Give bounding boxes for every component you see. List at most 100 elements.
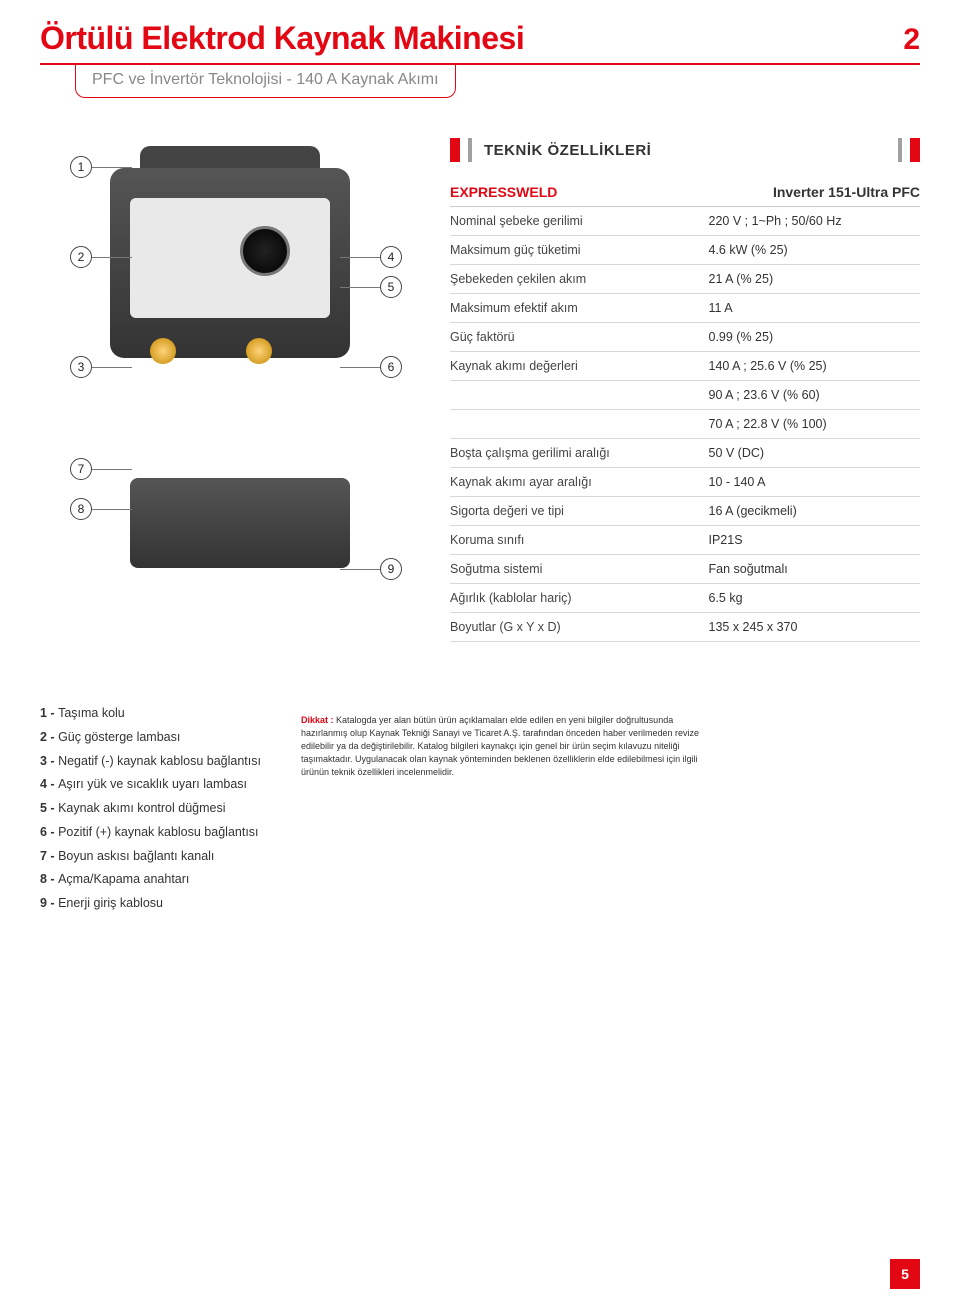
subtitle-container: PFC ve İnvertör Teknolojisi - 140 A Kayn…: [40, 63, 920, 98]
spec-value: 6.5 kg: [709, 584, 921, 613]
spec-row: Maksimum efektif akım11 A: [450, 294, 920, 323]
callout-4: 4: [380, 246, 402, 268]
accent-block-grey: [898, 138, 902, 162]
callout-line: [92, 509, 132, 510]
legend-text: Pozitif (+) kaynak kablosu bağlantısı: [58, 825, 258, 839]
spec-value: 135 x 245 x 370: [709, 613, 921, 642]
subtitle-tab: PFC ve İnvertör Teknolojisi - 140 A Kayn…: [75, 65, 456, 98]
spec-section-title: TEKNİK ÖZELLİKLERİ: [484, 142, 651, 159]
callout-9: 9: [380, 558, 402, 580]
accent-block: [450, 138, 460, 162]
callout-2: 2: [70, 246, 92, 268]
spec-header: TEKNİK ÖZELLİKLERİ: [450, 138, 920, 162]
spec-row: Ağırlık (kablolar hariç)6.5 kg: [450, 584, 920, 613]
legend-number: 3 -: [40, 754, 58, 768]
spec-label: Boşta çalışma gerilimi aralığı: [450, 439, 709, 468]
spec-label: Boyutlar (G x Y x D): [450, 613, 709, 642]
spec-label: [450, 410, 709, 439]
callout-line: [340, 367, 380, 368]
model-name: Inverter 151-Ultra PFC: [773, 184, 920, 200]
spec-row: Koruma sınıfıIP21S: [450, 526, 920, 555]
terminal-negative: [150, 338, 176, 364]
spec-label: Koruma sınıfı: [450, 526, 709, 555]
page-title: Örtülü Elektrod Kaynak Makinesi: [40, 20, 524, 57]
brand-name: EXPRESSWELD: [450, 184, 557, 200]
spec-label: Nominal şebeke gerilimi: [450, 207, 709, 236]
callout-line: [340, 257, 380, 258]
callout-line: [340, 569, 380, 570]
spec-value: 21 A (% 25): [709, 265, 921, 294]
product-figure-back: 789: [40, 458, 420, 598]
product-faceplate: [130, 198, 330, 318]
legend-item: 2 - Güç gösterge lambası: [40, 726, 261, 750]
spec-value: 70 A ; 22.8 V (% 100): [709, 410, 921, 439]
callout-1: 1: [70, 156, 92, 178]
spec-row: Güç faktörü0.99 (% 25): [450, 323, 920, 352]
spec-label: Kaynak akımı ayar aralığı: [450, 468, 709, 497]
chapter-number: 2: [903, 23, 920, 57]
spec-value: 11 A: [709, 294, 921, 323]
legend-text: Taşıma kolu: [58, 706, 125, 720]
accent-block-grey: [468, 138, 472, 162]
legend-number: 4 -: [40, 777, 58, 791]
product-back-panel: [130, 478, 350, 568]
legend-number: 5 -: [40, 801, 58, 815]
legend-text: Kaynak akımı kontrol düğmesi: [58, 801, 225, 815]
callout-8: 8: [70, 498, 92, 520]
page-number-badge: 5: [890, 1259, 920, 1289]
spec-label: Maksimum efektif akım: [450, 294, 709, 323]
callout-6: 6: [380, 356, 402, 378]
legend-item: 3 - Negatif (-) kaynak kablosu bağlantıs…: [40, 750, 261, 774]
legend-text: Güç gösterge lambası: [58, 730, 180, 744]
spec-table: Nominal şebeke gerilimi220 V ; 1~Ph ; 50…: [450, 207, 920, 642]
spec-row: Nominal şebeke gerilimi220 V ; 1~Ph ; 50…: [450, 207, 920, 236]
disclaimer-label: Dikkat :: [301, 715, 334, 725]
product-terminals: [150, 338, 272, 364]
product-knob: [240, 226, 290, 276]
spec-value: 10 - 140 A: [709, 468, 921, 497]
spec-label: Güç faktörü: [450, 323, 709, 352]
callout-line: [92, 167, 132, 168]
spec-label: Sigorta değeri ve tipi: [450, 497, 709, 526]
spec-value: 16 A (gecikmeli): [709, 497, 921, 526]
spec-label: Kaynak akımı değerleri: [450, 352, 709, 381]
spec-brand-row: EXPRESSWELD Inverter 151-Ultra PFC: [450, 178, 920, 207]
legend-number: 8 -: [40, 872, 58, 886]
spec-row: Kaynak akımı ayar aralığı10 - 140 A: [450, 468, 920, 497]
callout-line: [340, 287, 380, 288]
legend-item: 6 - Pozitif (+) kaynak kablosu bağlantıs…: [40, 821, 261, 845]
callout-line: [92, 367, 132, 368]
spec-row: 70 A ; 22.8 V (% 100): [450, 410, 920, 439]
spec-row: Boyutlar (G x Y x D)135 x 245 x 370: [450, 613, 920, 642]
spec-row: Boşta çalışma gerilimi aralığı50 V (DC): [450, 439, 920, 468]
spec-row: Soğutma sistemiFan soğutmalı: [450, 555, 920, 584]
legend-number: 7 -: [40, 849, 58, 863]
spec-label: Ağırlık (kablolar hariç): [450, 584, 709, 613]
legend-text: Boyun askısı bağlantı kanalı: [58, 849, 214, 863]
legend-item: 5 - Kaynak akımı kontrol düğmesi: [40, 797, 261, 821]
legend-number: 9 -: [40, 896, 58, 910]
terminal-positive: [246, 338, 272, 364]
spec-value: 50 V (DC): [709, 439, 921, 468]
accent-block: [910, 138, 920, 162]
callout-5: 5: [380, 276, 402, 298]
spec-value: 0.99 (% 25): [709, 323, 921, 352]
legend-number: 2 -: [40, 730, 58, 744]
spec-label: Şebekeden çekilen akım: [450, 265, 709, 294]
spec-value: Fan soğutmalı: [709, 555, 921, 584]
callout-3: 3: [70, 356, 92, 378]
legend-text: Negatif (-) kaynak kablosu bağlantısı: [58, 754, 261, 768]
product-figure-front: 1 2 3 4 5 6: [40, 138, 420, 398]
legend-text: Açma/Kapama anahtarı: [58, 872, 189, 886]
legend-item: 8 - Açma/Kapama anahtarı: [40, 868, 261, 892]
spec-value: 140 A ; 25.6 V (% 25): [709, 352, 921, 381]
spec-value: 220 V ; 1~Ph ; 50/60 Hz: [709, 207, 921, 236]
spec-row: Sigorta değeri ve tipi16 A (gecikmeli): [450, 497, 920, 526]
spec-row: Şebekeden çekilen akım21 A (% 25): [450, 265, 920, 294]
legend-number: 6 -: [40, 825, 58, 839]
spec-label: [450, 381, 709, 410]
disclaimer-text: Katalogda yer alan bütün ürün açıklamala…: [301, 715, 699, 777]
spec-value: 4.6 kW (% 25): [709, 236, 921, 265]
legend-item: 9 - Enerji giriş kablosu: [40, 892, 261, 916]
legend-text: Aşırı yük ve sıcaklık uyarı lambası: [58, 777, 247, 791]
